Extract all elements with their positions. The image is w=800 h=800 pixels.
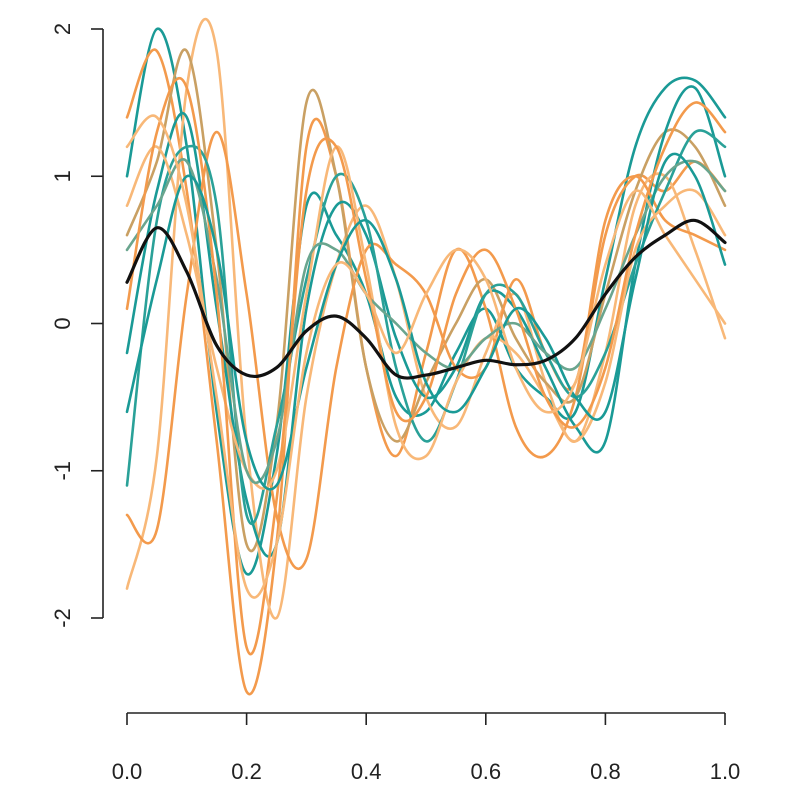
- x-axis: 0.0 0.2 0.4 0.6 0.8 1.0: [112, 712, 741, 784]
- x-tick-label: 0.6: [471, 759, 502, 784]
- y-tick-label: -1: [50, 461, 75, 481]
- x-tick-label: 0.4: [351, 759, 382, 784]
- curves-layer: [125, 17, 727, 696]
- y-tick-label: -2: [50, 608, 75, 628]
- x-tick-label: 0.2: [231, 759, 262, 784]
- y-axis: -2 -1 0 1 2: [50, 23, 104, 628]
- y-tick-label: 2: [50, 23, 75, 35]
- series-curve-curve-6: [125, 130, 727, 571]
- series-curve-curve-8: [125, 145, 727, 490]
- y-tick-label: 1: [50, 170, 75, 182]
- x-tick-label: 0.8: [590, 759, 621, 784]
- y-tick-label: 0: [50, 317, 75, 329]
- series-curve-curve-2: [125, 48, 727, 696]
- mean-curve: [125, 218, 727, 380]
- x-tick-label: 0.0: [112, 759, 143, 784]
- series-curve-curve-5: [125, 85, 727, 558]
- series-curve-curve-3: [125, 17, 727, 620]
- series-curve-curve-12: [125, 114, 727, 599]
- x-tick-label: 1.0: [710, 759, 741, 784]
- series-curve-curve-11: [125, 152, 727, 491]
